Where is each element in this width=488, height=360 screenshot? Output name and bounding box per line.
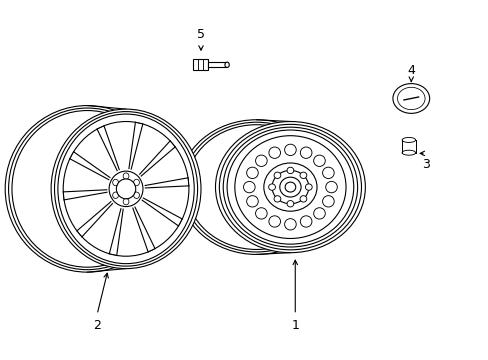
Ellipse shape — [271, 170, 308, 204]
Ellipse shape — [133, 192, 139, 198]
Bar — [208, 62, 226, 67]
Text: 2: 2 — [93, 319, 101, 332]
Ellipse shape — [273, 172, 280, 179]
Text: 3: 3 — [421, 158, 429, 171]
Text: 1: 1 — [291, 319, 299, 332]
Ellipse shape — [226, 130, 353, 244]
Ellipse shape — [246, 195, 258, 207]
Ellipse shape — [313, 155, 325, 166]
Ellipse shape — [300, 216, 311, 227]
Ellipse shape — [223, 127, 357, 247]
Ellipse shape — [182, 122, 330, 252]
Ellipse shape — [123, 173, 129, 179]
Ellipse shape — [313, 208, 325, 219]
Ellipse shape — [300, 147, 311, 158]
Ellipse shape — [264, 163, 316, 211]
Ellipse shape — [215, 122, 365, 253]
Ellipse shape — [268, 147, 280, 158]
Ellipse shape — [255, 155, 266, 166]
Text: 5: 5 — [197, 28, 204, 41]
Ellipse shape — [300, 172, 306, 179]
Ellipse shape — [284, 144, 296, 156]
Ellipse shape — [305, 184, 311, 190]
Ellipse shape — [109, 171, 142, 207]
Ellipse shape — [397, 87, 424, 110]
Ellipse shape — [300, 196, 306, 202]
Ellipse shape — [234, 136, 346, 238]
Ellipse shape — [325, 181, 337, 193]
Ellipse shape — [273, 196, 280, 202]
Ellipse shape — [255, 208, 266, 219]
Ellipse shape — [286, 167, 293, 174]
Ellipse shape — [9, 108, 166, 270]
Ellipse shape — [246, 167, 258, 179]
Ellipse shape — [401, 138, 415, 143]
Ellipse shape — [179, 120, 333, 255]
Ellipse shape — [284, 219, 296, 230]
Ellipse shape — [116, 179, 136, 199]
Ellipse shape — [219, 124, 361, 250]
Ellipse shape — [279, 177, 301, 197]
Ellipse shape — [286, 201, 293, 207]
Ellipse shape — [285, 182, 295, 192]
Ellipse shape — [401, 150, 415, 155]
Bar — [192, 59, 208, 70]
Ellipse shape — [268, 216, 280, 227]
Ellipse shape — [54, 112, 197, 266]
Ellipse shape — [322, 195, 333, 207]
Ellipse shape — [12, 111, 163, 267]
Ellipse shape — [112, 179, 118, 186]
Ellipse shape — [112, 192, 118, 198]
FancyBboxPatch shape — [401, 140, 415, 153]
Ellipse shape — [268, 184, 275, 190]
Ellipse shape — [322, 167, 333, 179]
Ellipse shape — [392, 84, 429, 113]
Ellipse shape — [133, 179, 139, 186]
Ellipse shape — [58, 114, 194, 264]
Ellipse shape — [63, 122, 188, 256]
Ellipse shape — [243, 181, 255, 193]
Ellipse shape — [123, 198, 129, 205]
Ellipse shape — [185, 125, 326, 249]
Text: 4: 4 — [407, 64, 414, 77]
Ellipse shape — [51, 109, 201, 269]
Ellipse shape — [5, 105, 169, 272]
Ellipse shape — [224, 62, 229, 67]
